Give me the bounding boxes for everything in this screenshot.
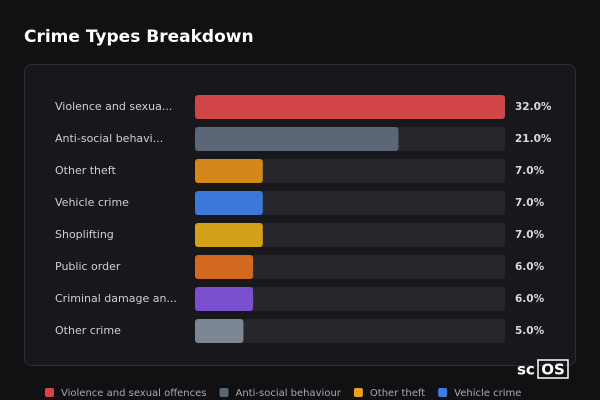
chart-title: Crime Types Breakdown <box>24 27 254 47</box>
logo-boxed: OS <box>541 361 565 379</box>
value-label: 6.0% <box>515 293 545 305</box>
value-label: 7.0% <box>515 165 545 177</box>
bar <box>195 319 244 343</box>
bar <box>195 287 254 311</box>
bar <box>195 223 263 247</box>
bar <box>195 191 263 215</box>
category-label: Violence and sexua... <box>55 100 172 113</box>
category-label: Anti-social behavi... <box>55 132 163 145</box>
value-label: 32.0% <box>515 101 552 113</box>
bar-track <box>195 255 505 279</box>
bar <box>195 95 505 119</box>
value-label: 7.0% <box>515 229 545 241</box>
legend-label: Vehicle crime <box>454 388 521 399</box>
legend-marker <box>45 388 54 397</box>
bar <box>195 127 399 151</box>
bar-track <box>195 191 505 215</box>
legend-marker <box>438 388 448 397</box>
legend-label: Violence and sexual offences <box>61 388 207 399</box>
value-label: 7.0% <box>515 197 545 209</box>
legend-label: Anti-social behaviour <box>236 388 342 399</box>
bar <box>195 255 254 279</box>
category-label: Other crime <box>55 324 121 337</box>
bar-track <box>195 319 505 343</box>
category-label: Shoplifting <box>55 228 114 241</box>
category-label: Other theft <box>55 164 116 177</box>
bar <box>195 159 263 183</box>
legend-marker <box>353 388 363 397</box>
bar-track <box>195 223 505 247</box>
category-label: Public order <box>55 260 121 273</box>
legend-marker <box>219 388 229 397</box>
legend-label: Other theft <box>370 388 425 399</box>
bar-track <box>195 287 505 311</box>
logo-box <box>537 359 569 379</box>
value-label: 5.0% <box>515 325 545 337</box>
bar-track <box>195 159 505 183</box>
category-label: Criminal damage an... <box>55 292 177 305</box>
value-label: 21.0% <box>515 133 552 145</box>
category-label: Vehicle crime <box>55 196 129 209</box>
logo-prefix: sc <box>517 361 535 379</box>
value-label: 6.0% <box>515 261 545 273</box>
